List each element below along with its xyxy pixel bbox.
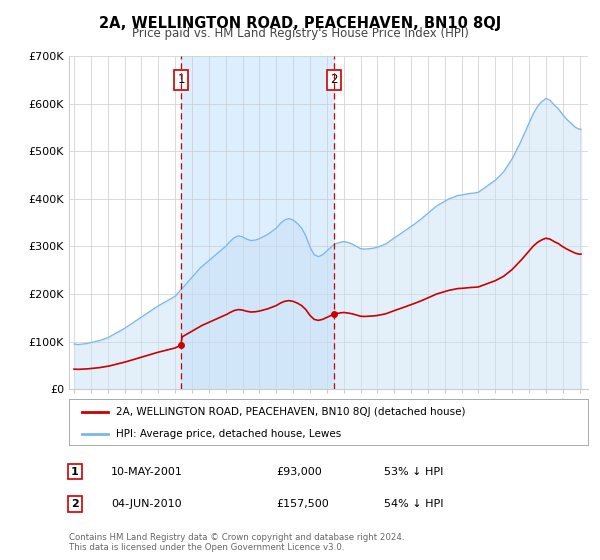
Text: 54% ↓ HPI: 54% ↓ HPI [384,499,443,509]
Text: 1: 1 [178,73,185,86]
Text: 2: 2 [330,73,338,86]
Bar [181,56,334,389]
Text: This data is licensed under the Open Government Licence v3.0.: This data is licensed under the Open Gov… [69,543,344,552]
Text: Price paid vs. HM Land Registry's House Price Index (HPI): Price paid vs. HM Land Registry's House … [131,27,469,40]
Text: 2A, WELLINGTON ROAD, PEACEHAVEN, BN10 8QJ: 2A, WELLINGTON ROAD, PEACEHAVEN, BN10 8Q… [99,16,501,31]
Text: 10-MAY-2001: 10-MAY-2001 [111,466,183,477]
Text: £157,500: £157,500 [276,499,329,509]
Text: 2: 2 [71,499,79,509]
Text: £93,000: £93,000 [276,466,322,477]
Text: 2A, WELLINGTON ROAD, PEACEHAVEN, BN10 8QJ (detached house): 2A, WELLINGTON ROAD, PEACEHAVEN, BN10 8Q… [116,407,465,417]
Text: 04-JUN-2010: 04-JUN-2010 [111,499,182,509]
Text: 53% ↓ HPI: 53% ↓ HPI [384,466,443,477]
Text: Contains HM Land Registry data © Crown copyright and database right 2024.: Contains HM Land Registry data © Crown c… [69,533,404,542]
Text: 1: 1 [71,466,79,477]
Text: HPI: Average price, detached house, Lewes: HPI: Average price, detached house, Lewe… [116,429,341,439]
